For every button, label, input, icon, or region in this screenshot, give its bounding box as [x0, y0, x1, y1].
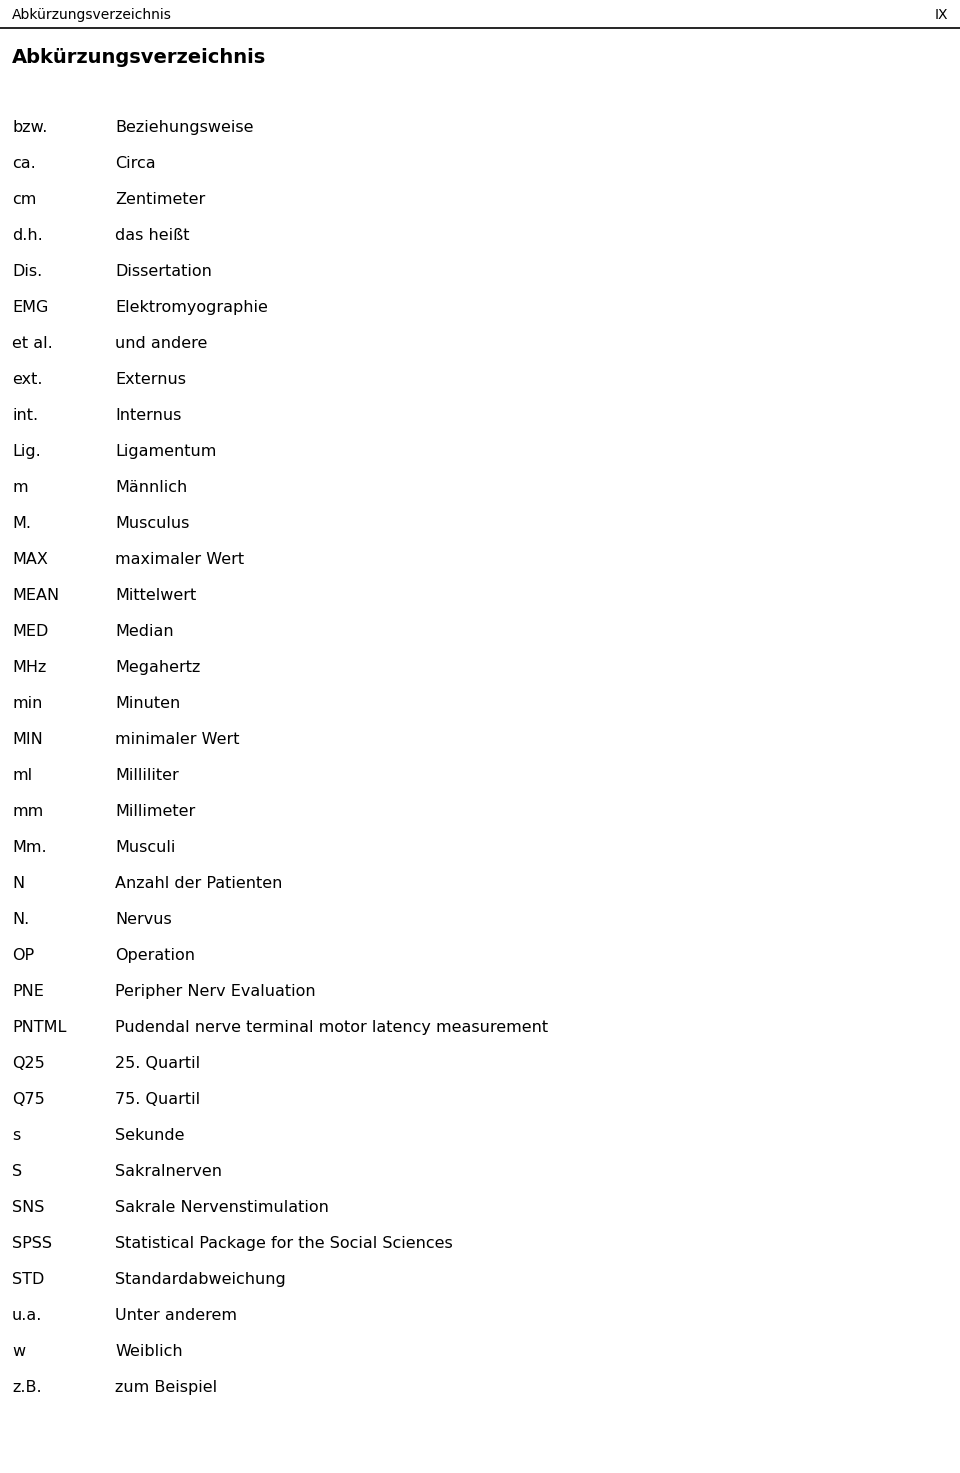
Text: Mittelwert: Mittelwert — [115, 588, 196, 602]
Text: Elektromyographie: Elektromyographie — [115, 300, 268, 315]
Text: Männlich: Männlich — [115, 480, 187, 495]
Text: d.h.: d.h. — [12, 228, 43, 243]
Text: STD: STD — [12, 1273, 44, 1287]
Text: OP: OP — [12, 949, 35, 963]
Text: Dissertation: Dissertation — [115, 264, 212, 278]
Text: Circa: Circa — [115, 156, 156, 171]
Text: w: w — [12, 1343, 25, 1360]
Text: Statistical Package for the Social Sciences: Statistical Package for the Social Scien… — [115, 1236, 453, 1251]
Text: Weiblich: Weiblich — [115, 1343, 182, 1360]
Text: z.B.: z.B. — [12, 1380, 41, 1395]
Text: ext.: ext. — [12, 373, 42, 387]
Text: Anzahl der Patienten: Anzahl der Patienten — [115, 876, 282, 891]
Text: min: min — [12, 697, 42, 711]
Text: Beziehungsweise: Beziehungsweise — [115, 119, 253, 136]
Text: Unter anderem: Unter anderem — [115, 1308, 237, 1323]
Text: 75. Quartil: 75. Quartil — [115, 1091, 200, 1108]
Text: Megahertz: Megahertz — [115, 660, 201, 675]
Text: Sekunde: Sekunde — [115, 1128, 184, 1143]
Text: das heißt: das heißt — [115, 228, 189, 243]
Text: int.: int. — [12, 408, 38, 423]
Text: Abkürzungsverzeichnis: Abkürzungsverzeichnis — [12, 49, 266, 66]
Text: PNE: PNE — [12, 984, 44, 999]
Text: Peripher Nerv Evaluation: Peripher Nerv Evaluation — [115, 984, 316, 999]
Text: minimaler Wert: minimaler Wert — [115, 732, 239, 747]
Text: Externus: Externus — [115, 373, 186, 387]
Text: u.a.: u.a. — [12, 1308, 42, 1323]
Text: Nervus: Nervus — [115, 912, 172, 927]
Text: Operation: Operation — [115, 949, 195, 963]
Text: Lig.: Lig. — [12, 443, 40, 460]
Text: 25. Quartil: 25. Quartil — [115, 1056, 200, 1071]
Text: PNTML: PNTML — [12, 1019, 66, 1036]
Text: Internus: Internus — [115, 408, 181, 423]
Text: N: N — [12, 876, 24, 891]
Text: M.: M. — [12, 516, 31, 530]
Text: SNS: SNS — [12, 1200, 44, 1215]
Text: mm: mm — [12, 804, 43, 819]
Text: Standardabweichung: Standardabweichung — [115, 1273, 286, 1287]
Text: Q75: Q75 — [12, 1091, 45, 1108]
Text: ml: ml — [12, 767, 32, 784]
Text: Dis.: Dis. — [12, 264, 42, 278]
Text: et al.: et al. — [12, 336, 53, 351]
Text: Pudendal nerve terminal motor latency measurement: Pudendal nerve terminal motor latency me… — [115, 1019, 548, 1036]
Text: zum Beispiel: zum Beispiel — [115, 1380, 217, 1395]
Text: MEAN: MEAN — [12, 588, 60, 602]
Text: S: S — [12, 1164, 22, 1178]
Text: ca.: ca. — [12, 156, 36, 171]
Text: Millimeter: Millimeter — [115, 804, 195, 819]
Text: MED: MED — [12, 625, 48, 639]
Text: Milliliter: Milliliter — [115, 767, 179, 784]
Text: SPSS: SPSS — [12, 1236, 52, 1251]
Text: Musculi: Musculi — [115, 840, 176, 854]
Text: maximaler Wert: maximaler Wert — [115, 552, 244, 567]
Text: Q25: Q25 — [12, 1056, 45, 1071]
Text: IX: IX — [934, 7, 948, 22]
Text: Mm.: Mm. — [12, 840, 47, 854]
Text: MAX: MAX — [12, 552, 48, 567]
Text: s: s — [12, 1128, 20, 1143]
Text: EMG: EMG — [12, 300, 48, 315]
Text: MHz: MHz — [12, 660, 46, 675]
Text: Sakralnerven: Sakralnerven — [115, 1164, 222, 1178]
Text: bzw.: bzw. — [12, 119, 47, 136]
Text: und andere: und andere — [115, 336, 207, 351]
Text: Zentimeter: Zentimeter — [115, 191, 205, 208]
Text: Musculus: Musculus — [115, 516, 189, 530]
Text: Minuten: Minuten — [115, 697, 180, 711]
Text: m: m — [12, 480, 28, 495]
Text: Abkürzungsverzeichnis: Abkürzungsverzeichnis — [12, 7, 172, 22]
Text: Median: Median — [115, 625, 174, 639]
Text: MIN: MIN — [12, 732, 43, 747]
Text: Ligamentum: Ligamentum — [115, 443, 216, 460]
Text: Sakrale Nervenstimulation: Sakrale Nervenstimulation — [115, 1200, 329, 1215]
Text: cm: cm — [12, 191, 36, 208]
Text: N.: N. — [12, 912, 29, 927]
